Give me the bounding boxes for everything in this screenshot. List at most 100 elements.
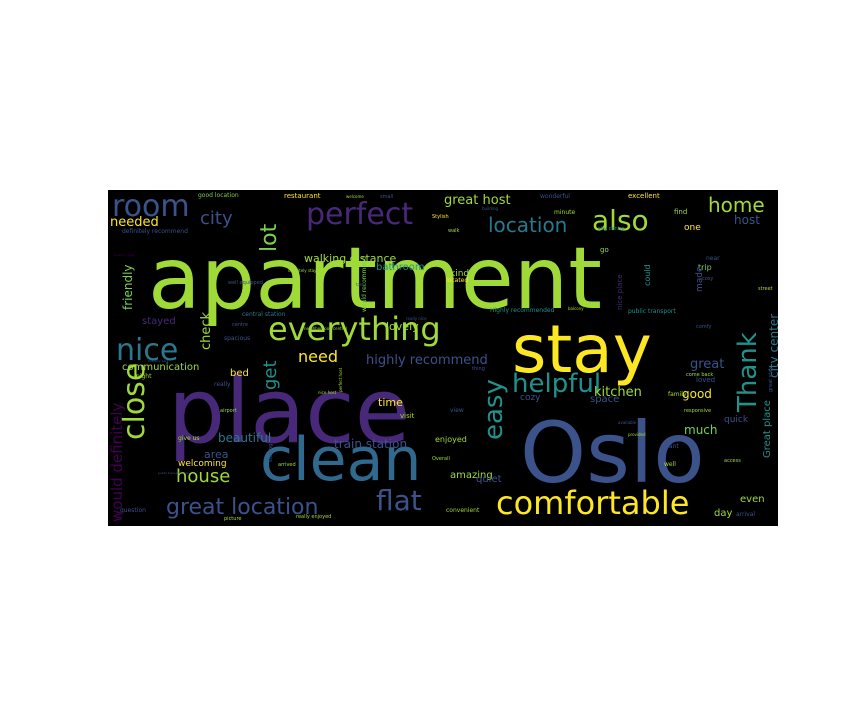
word-city-center: city center	[767, 314, 778, 378]
word-public-transportation: public transportation	[158, 471, 190, 475]
word-arrived: arrived	[278, 462, 296, 468]
word-nice-place: nice place	[616, 274, 624, 310]
word-cosy: cosy	[702, 276, 713, 282]
word-provided: provided	[628, 432, 646, 437]
word-made: made	[695, 266, 705, 292]
word-good: good	[682, 387, 712, 401]
word-staying: staying	[268, 444, 274, 462]
word-space: space	[590, 394, 619, 405]
word-picture: picture	[224, 516, 241, 522]
word-kind: kind	[450, 269, 469, 279]
word-welcoming: welcoming	[178, 459, 227, 469]
word-highly-recommend: highly recommend	[366, 353, 488, 368]
word-would-recommend: would recommend	[361, 256, 368, 312]
word-cloud-canvas: apartment place Oslo stay clean everything com…	[108, 190, 778, 522]
word-well: well	[664, 461, 676, 468]
word-located: located	[446, 277, 468, 284]
word-near: near	[706, 255, 720, 262]
word-restaurant: restaurant	[284, 192, 321, 200]
word-amazing: amazing	[450, 470, 493, 481]
word-thank: Thank	[733, 332, 763, 413]
word-comfortable: comfortable	[496, 484, 689, 522]
word-airport: airport	[220, 408, 237, 414]
word-trip: trip	[698, 263, 712, 272]
word-good-location: good location	[198, 192, 239, 199]
word-street: street	[758, 286, 773, 292]
word-bed: bed	[230, 368, 249, 379]
word-loved: loved	[696, 376, 715, 384]
word-location-great: location great	[114, 253, 136, 257]
word-quick: quick	[724, 415, 749, 425]
word-area: area	[204, 448, 229, 461]
word-even: even	[740, 494, 765, 505]
word-building: building	[482, 206, 498, 211]
word-excellent: excellent	[628, 192, 660, 200]
word-beautiful: beautiful	[218, 431, 271, 445]
word-highly-recommended: Highly recommended	[490, 307, 555, 314]
word-everything: everything	[268, 310, 441, 348]
word-city-centre: city centre	[598, 226, 625, 232]
word-great-location: great location	[166, 495, 318, 520]
word-neighborhood-central: neighborhood central	[304, 326, 347, 331]
word-city: city	[200, 208, 233, 229]
word-get: get	[260, 360, 281, 390]
word-thing: thing	[472, 366, 485, 372]
word-need: need	[298, 347, 338, 366]
word-arrival: arrival	[736, 511, 755, 518]
word-house: house	[176, 466, 230, 487]
word-stay: stay	[512, 311, 652, 388]
word-home: home	[708, 193, 765, 217]
word-really-enjoyed: really enjoyed	[296, 514, 331, 520]
word-stylish: Stylish	[432, 214, 449, 220]
word-convenient: convenient	[446, 507, 480, 514]
word-communication: communication	[122, 362, 199, 373]
word-one: one	[684, 223, 701, 233]
word-easy: easy	[479, 379, 509, 440]
word-apartment: apartment	[148, 229, 602, 329]
word-location: location	[488, 213, 567, 237]
word-lovely: lovely	[386, 320, 419, 333]
word-minute: minute	[554, 209, 575, 216]
word-cloud: apartment place Oslo stay clean everything com…	[108, 190, 778, 526]
word-close: close	[117, 363, 152, 440]
word-want: want	[664, 443, 679, 450]
word-overall: Overall	[432, 456, 450, 462]
word-lot: lot	[257, 223, 282, 252]
word-could: could	[643, 264, 652, 286]
word-great-place: Great place	[762, 400, 773, 458]
word-oslo: Oslo	[520, 404, 705, 502]
word-central-station: central station	[242, 311, 286, 318]
word-walk: walk	[448, 228, 460, 234]
word-perfect-host: perfect host	[338, 367, 343, 392]
word-room: room	[112, 190, 190, 224]
word-day: day	[714, 508, 732, 519]
word-nice-host: nice host	[318, 390, 337, 395]
word-nice: nice	[116, 333, 178, 368]
word-available: available	[618, 420, 637, 425]
word-balcony: balcony	[568, 306, 584, 311]
word-take: take	[356, 282, 365, 287]
word-kitchen: kitchen	[594, 385, 642, 400]
word-find: find	[674, 208, 687, 216]
word-come-back: come back	[686, 372, 713, 378]
word-definitely-recommend: definitely recommend	[122, 228, 188, 235]
word-well-equipped: well equipped	[228, 280, 263, 286]
word-flat: flat	[376, 484, 422, 517]
word-walking-distance: walking distance	[304, 252, 397, 265]
word-really: really	[214, 381, 231, 388]
word-helpful: helpful	[512, 369, 601, 399]
word-time: time	[378, 396, 403, 409]
word-bus-stop-park: bus stop park	[148, 359, 169, 363]
word-much: much	[684, 423, 718, 437]
word-access: access	[724, 458, 741, 464]
word-check: check	[199, 311, 214, 350]
word-enjoyed: enjoyed	[435, 435, 467, 444]
word-cozy: cozy	[520, 393, 541, 403]
word-centre: centre	[232, 322, 248, 328]
word-public-transport: public transport	[628, 308, 676, 315]
word-host: host	[734, 213, 760, 227]
word-visit: visit	[400, 412, 415, 420]
word-great: great	[690, 357, 724, 372]
word-responsive: responsive	[684, 408, 711, 414]
word-family: family	[668, 391, 687, 398]
